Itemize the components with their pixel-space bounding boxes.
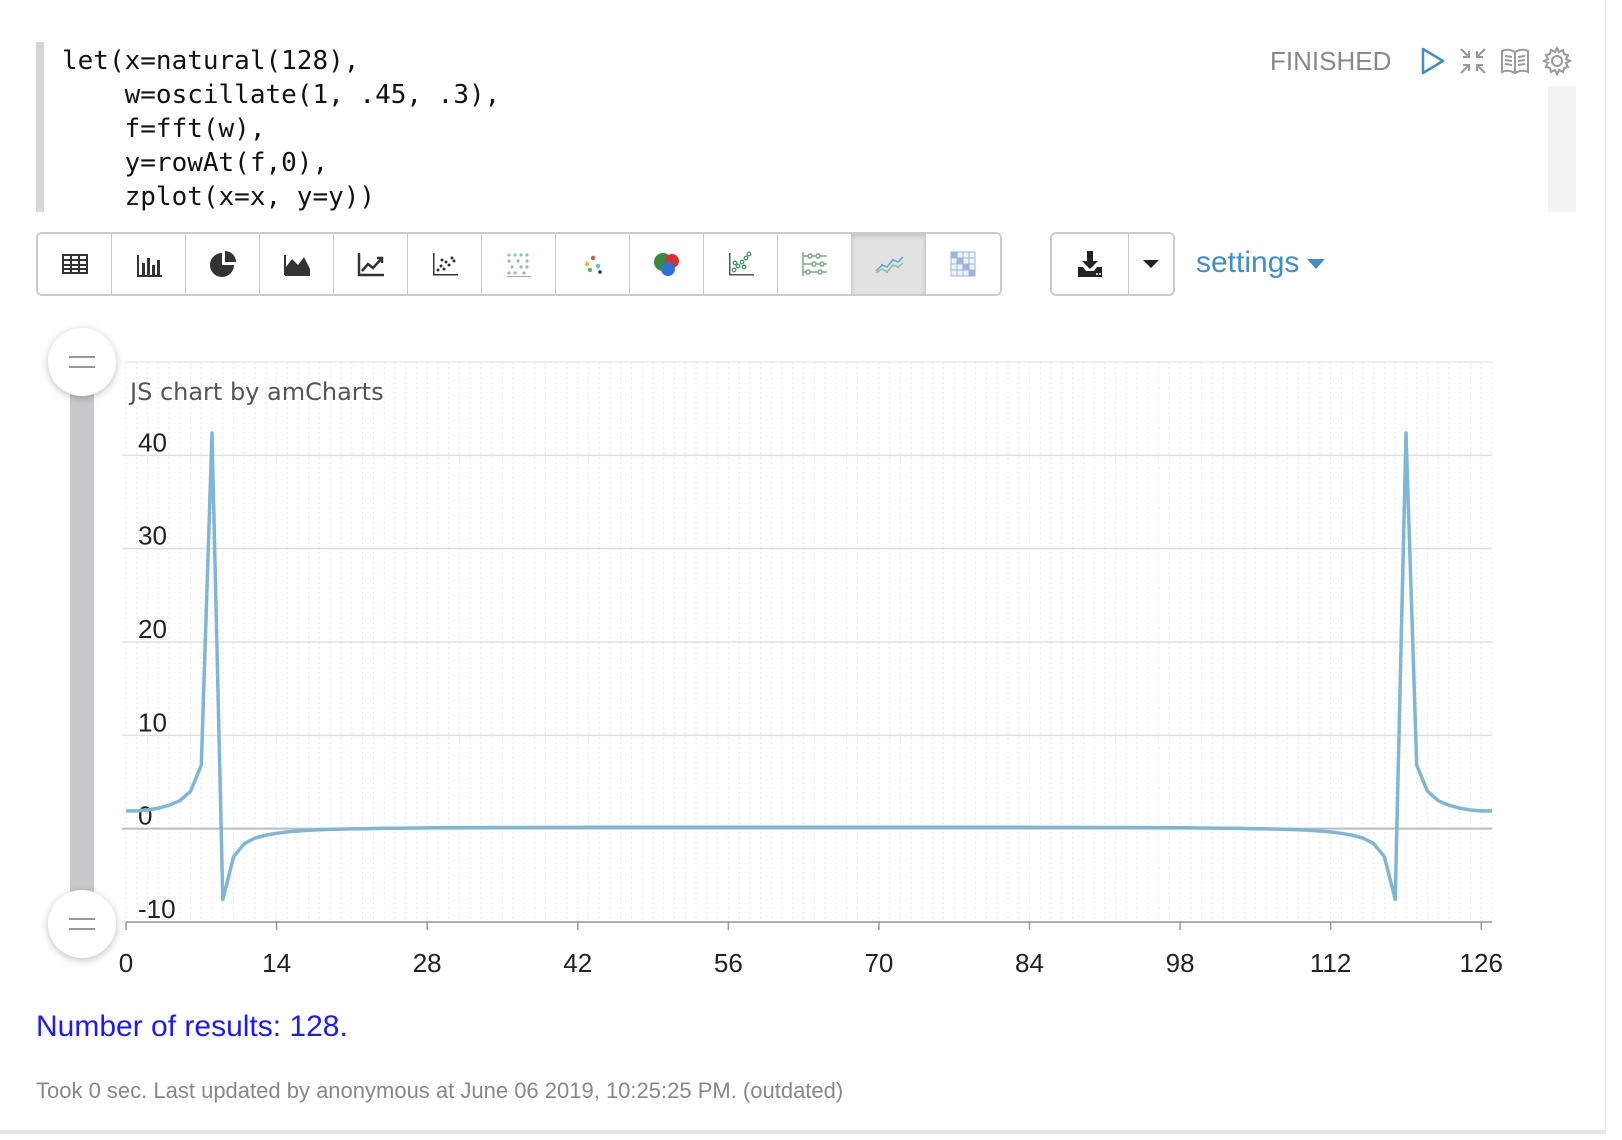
settings-label: settings xyxy=(1196,246,1300,279)
chart-area: 40 30 20 10 0 -10 0 14 28 42 56 70 84 98 112 126 JS char… xyxy=(40,322,1560,982)
chart-credit: JS chart by amCharts xyxy=(128,378,384,406)
heatmap-icon[interactable] xyxy=(926,234,1000,294)
series-line xyxy=(126,431,1492,902)
code-editor[interactable]: let(x=natural(128), w=oscillate(1, .45, … xyxy=(36,42,1576,212)
code-line: y=rowAt(f,0), xyxy=(62,148,329,178)
bar-chart-icon[interactable] xyxy=(112,234,186,294)
status-label: FINISHED xyxy=(1270,46,1392,76)
y-tick-label: 20 xyxy=(138,614,167,644)
code-line: f=fft(w), xyxy=(62,114,266,144)
gear-icon[interactable] xyxy=(1540,44,1574,78)
range-chart-icon[interactable] xyxy=(778,234,852,294)
y-tick-label: 40 xyxy=(138,427,167,457)
code-text[interactable]: let(x=natural(128), w=oscillate(1, .45, … xyxy=(62,44,500,214)
play-icon[interactable] xyxy=(1414,44,1448,78)
settings-dropdown[interactable]: settings xyxy=(1196,246,1326,280)
code-line: w=oscillate(1, .45, .3), xyxy=(62,80,501,110)
x-tick-label: 56 xyxy=(714,948,743,978)
code-line: zplot(x=x, y=y)) xyxy=(62,182,376,212)
code-line: let(x=natural(128), xyxy=(62,46,360,76)
x-tick-label: 98 xyxy=(1166,948,1195,978)
scatter-trend-icon[interactable] xyxy=(704,234,778,294)
bubble-chart-icon[interactable] xyxy=(630,234,704,294)
area-chart-icon[interactable] xyxy=(260,234,334,294)
download-icon[interactable] xyxy=(1052,234,1129,294)
y-tick-label: 10 xyxy=(138,707,167,737)
scatter-chart-icon[interactable] xyxy=(408,234,482,294)
y-tick-label: 0 xyxy=(138,801,152,831)
line-chart-icon[interactable] xyxy=(334,234,408,294)
multi-line-icon[interactable] xyxy=(852,234,926,294)
caret-down-icon[interactable] xyxy=(1129,234,1173,294)
editor-scrollbar[interactable] xyxy=(1548,86,1576,212)
caret-down-icon xyxy=(1307,259,1326,270)
y-tick-label: 30 xyxy=(138,521,167,551)
download-group xyxy=(1050,232,1175,296)
y-tick-label: -10 xyxy=(138,894,176,924)
scatter-colored-icon[interactable] xyxy=(556,234,630,294)
chart-zoom-scrollbar[interactable] xyxy=(70,362,94,922)
x-tick-label: 84 xyxy=(1015,948,1044,978)
x-tick-label: 14 xyxy=(262,948,291,978)
scrollbar-top-grip[interactable] xyxy=(48,328,116,396)
scrollbar-bottom-grip[interactable] xyxy=(48,890,116,958)
dot-grid-icon[interactable] xyxy=(482,234,556,294)
x-tick-label: 126 xyxy=(1460,948,1503,978)
results-count: Number of results: 128. xyxy=(36,1010,348,1043)
table-icon[interactable] xyxy=(38,234,112,294)
x-tick-label: 112 xyxy=(1310,948,1351,978)
x-tick-label: 0 xyxy=(119,948,133,978)
collapse-icon[interactable] xyxy=(1456,44,1490,78)
x-tick-label: 28 xyxy=(413,948,442,978)
paragraph-footer: Took 0 sec. Last updated by anonymous at… xyxy=(36,1078,844,1103)
pie-chart-icon[interactable] xyxy=(186,234,260,294)
visualization-toolbar xyxy=(36,232,1002,296)
x-tick-label: 70 xyxy=(864,948,893,978)
x-tick-label: 42 xyxy=(563,948,592,978)
book-icon[interactable] xyxy=(1498,44,1532,78)
